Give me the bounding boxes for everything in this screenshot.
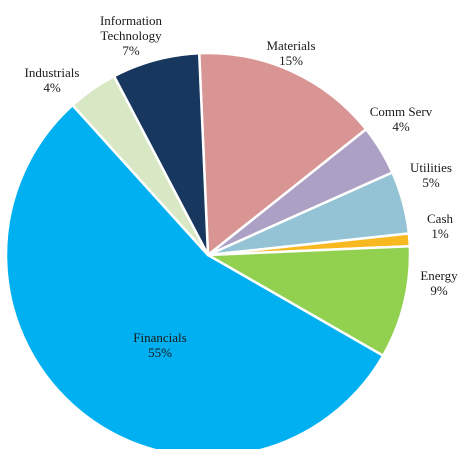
slice-category-label: Industrials bbox=[25, 65, 80, 80]
pie-slice-materials bbox=[197, 51, 368, 257]
slice-value-label: 9% bbox=[430, 283, 448, 298]
slice-label-utilities: Utilities 5% bbox=[410, 160, 452, 190]
slice-category-label: Technology bbox=[100, 28, 162, 43]
slice-value-label: 55% bbox=[148, 345, 172, 360]
slice-category-label: Utilities bbox=[410, 160, 452, 175]
slice-label-financials: Financials 55% bbox=[133, 330, 186, 360]
slice-label-energy: Energy 9% bbox=[420, 268, 458, 298]
slice-label-industrials: Industrials 4% bbox=[25, 65, 80, 95]
slice-category-label: Materials bbox=[266, 38, 315, 53]
slice-label-materials: Materials 15% bbox=[266, 38, 315, 68]
slice-value-label: 4% bbox=[392, 119, 410, 134]
slices-layer bbox=[4, 51, 412, 454]
slice-category-label: Cash bbox=[427, 211, 454, 226]
pie-slice-information-technology bbox=[112, 51, 210, 257]
slice-label-comm-serv: Comm Serv 4% bbox=[370, 104, 433, 134]
slice-category-label: Comm Serv bbox=[370, 104, 433, 119]
slice-category-label: Financials bbox=[133, 330, 186, 345]
slice-value-label: 15% bbox=[279, 53, 303, 68]
slice-category-label: Energy bbox=[420, 268, 458, 283]
labels-layer: Materials 15%Comm Serv 4%Utilities 5%Cash 1%… bbox=[25, 13, 459, 360]
slice-value-label: 5% bbox=[422, 175, 440, 190]
slice-category-label: Information bbox=[100, 13, 163, 28]
slice-label-cash: Cash 1% bbox=[427, 211, 454, 241]
slice-value-label: 4% bbox=[43, 80, 61, 95]
slice-value-label: 7% bbox=[122, 43, 140, 58]
slice-value-label: 1% bbox=[431, 226, 449, 241]
slice-label-information-technology: Information Technology 7% bbox=[100, 13, 163, 58]
pie-slice-financials bbox=[4, 103, 385, 454]
pie-slice-energy bbox=[206, 244, 412, 357]
